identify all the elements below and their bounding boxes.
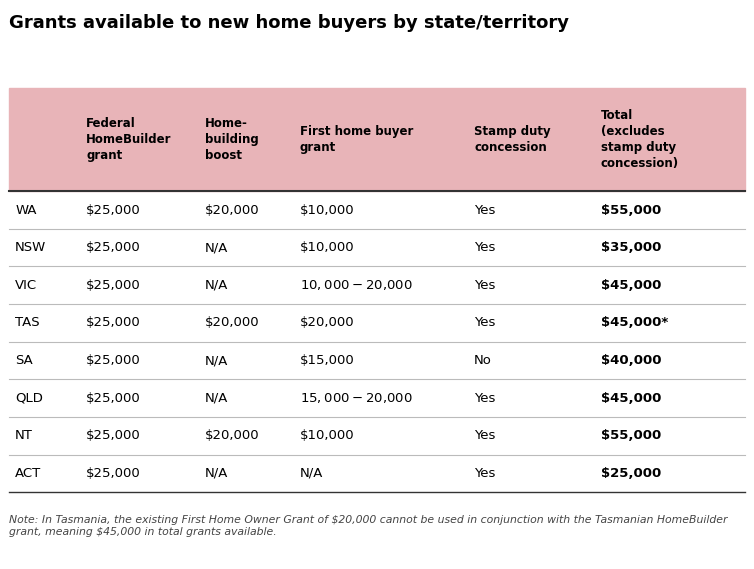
Text: Total
(excludes
stamp duty
concession): Total (excludes stamp duty concession) bbox=[601, 109, 679, 170]
Text: $10,000: $10,000 bbox=[300, 241, 354, 254]
Text: $55,000: $55,000 bbox=[601, 204, 661, 217]
Text: $45,000*: $45,000* bbox=[601, 316, 668, 329]
Text: TAS: TAS bbox=[15, 316, 40, 329]
Text: $40,000: $40,000 bbox=[601, 354, 661, 367]
Text: SA: SA bbox=[15, 354, 33, 367]
Text: $10,000-$20,000: $10,000-$20,000 bbox=[300, 278, 412, 292]
Text: Grants available to new home buyers by state/territory: Grants available to new home buyers by s… bbox=[9, 14, 569, 32]
Text: WA: WA bbox=[15, 204, 37, 217]
Text: $25,000: $25,000 bbox=[86, 467, 141, 480]
Text: $45,000: $45,000 bbox=[601, 279, 661, 292]
Text: $15,000: $15,000 bbox=[300, 354, 354, 367]
Text: Yes: Yes bbox=[474, 241, 495, 254]
Text: ACT: ACT bbox=[15, 467, 41, 480]
Text: N/A: N/A bbox=[205, 354, 228, 367]
Text: Stamp duty
concession: Stamp duty concession bbox=[474, 125, 550, 154]
Text: NT: NT bbox=[15, 429, 33, 442]
Text: QLD: QLD bbox=[15, 391, 43, 405]
Text: Yes: Yes bbox=[474, 467, 495, 480]
Text: Yes: Yes bbox=[474, 391, 495, 405]
Text: N/A: N/A bbox=[205, 241, 228, 254]
Text: VIC: VIC bbox=[15, 279, 37, 292]
Text: No: No bbox=[474, 354, 492, 367]
Text: $20,000: $20,000 bbox=[205, 429, 259, 442]
Text: N/A: N/A bbox=[205, 279, 228, 292]
Text: $45,000: $45,000 bbox=[601, 391, 661, 405]
Text: N/A: N/A bbox=[205, 467, 228, 480]
Text: $20,000: $20,000 bbox=[300, 316, 354, 329]
Text: NSW: NSW bbox=[15, 241, 46, 254]
Text: Note: In Tasmania, the existing First Home Owner Grant of $20,000 cannot be used: Note: In Tasmania, the existing First Ho… bbox=[9, 515, 728, 537]
Text: $25,000: $25,000 bbox=[86, 429, 141, 442]
Text: $15,000-$20,000: $15,000-$20,000 bbox=[300, 391, 412, 405]
Text: $20,000: $20,000 bbox=[205, 316, 259, 329]
Text: Home-
building
boost: Home- building boost bbox=[205, 117, 259, 162]
Text: $10,000: $10,000 bbox=[300, 429, 354, 442]
Text: $35,000: $35,000 bbox=[601, 241, 661, 254]
Text: $25,000: $25,000 bbox=[86, 241, 141, 254]
Text: Yes: Yes bbox=[474, 316, 495, 329]
Text: Federal
HomeBuilder
grant: Federal HomeBuilder grant bbox=[86, 117, 172, 162]
Text: N/A: N/A bbox=[205, 391, 228, 405]
Text: $55,000: $55,000 bbox=[601, 429, 661, 442]
Text: $10,000: $10,000 bbox=[300, 204, 354, 217]
Text: Yes: Yes bbox=[474, 204, 495, 217]
Text: $25,000: $25,000 bbox=[86, 391, 141, 405]
Text: Yes: Yes bbox=[474, 429, 495, 442]
Text: $25,000: $25,000 bbox=[86, 279, 141, 292]
Text: N/A: N/A bbox=[300, 467, 323, 480]
Text: Yes: Yes bbox=[474, 279, 495, 292]
Text: $25,000: $25,000 bbox=[601, 467, 661, 480]
Text: $25,000: $25,000 bbox=[86, 204, 141, 217]
Text: $25,000: $25,000 bbox=[86, 354, 141, 367]
Text: $20,000: $20,000 bbox=[205, 204, 259, 217]
Text: First home buyer
grant: First home buyer grant bbox=[300, 125, 413, 154]
Text: $25,000: $25,000 bbox=[86, 316, 141, 329]
